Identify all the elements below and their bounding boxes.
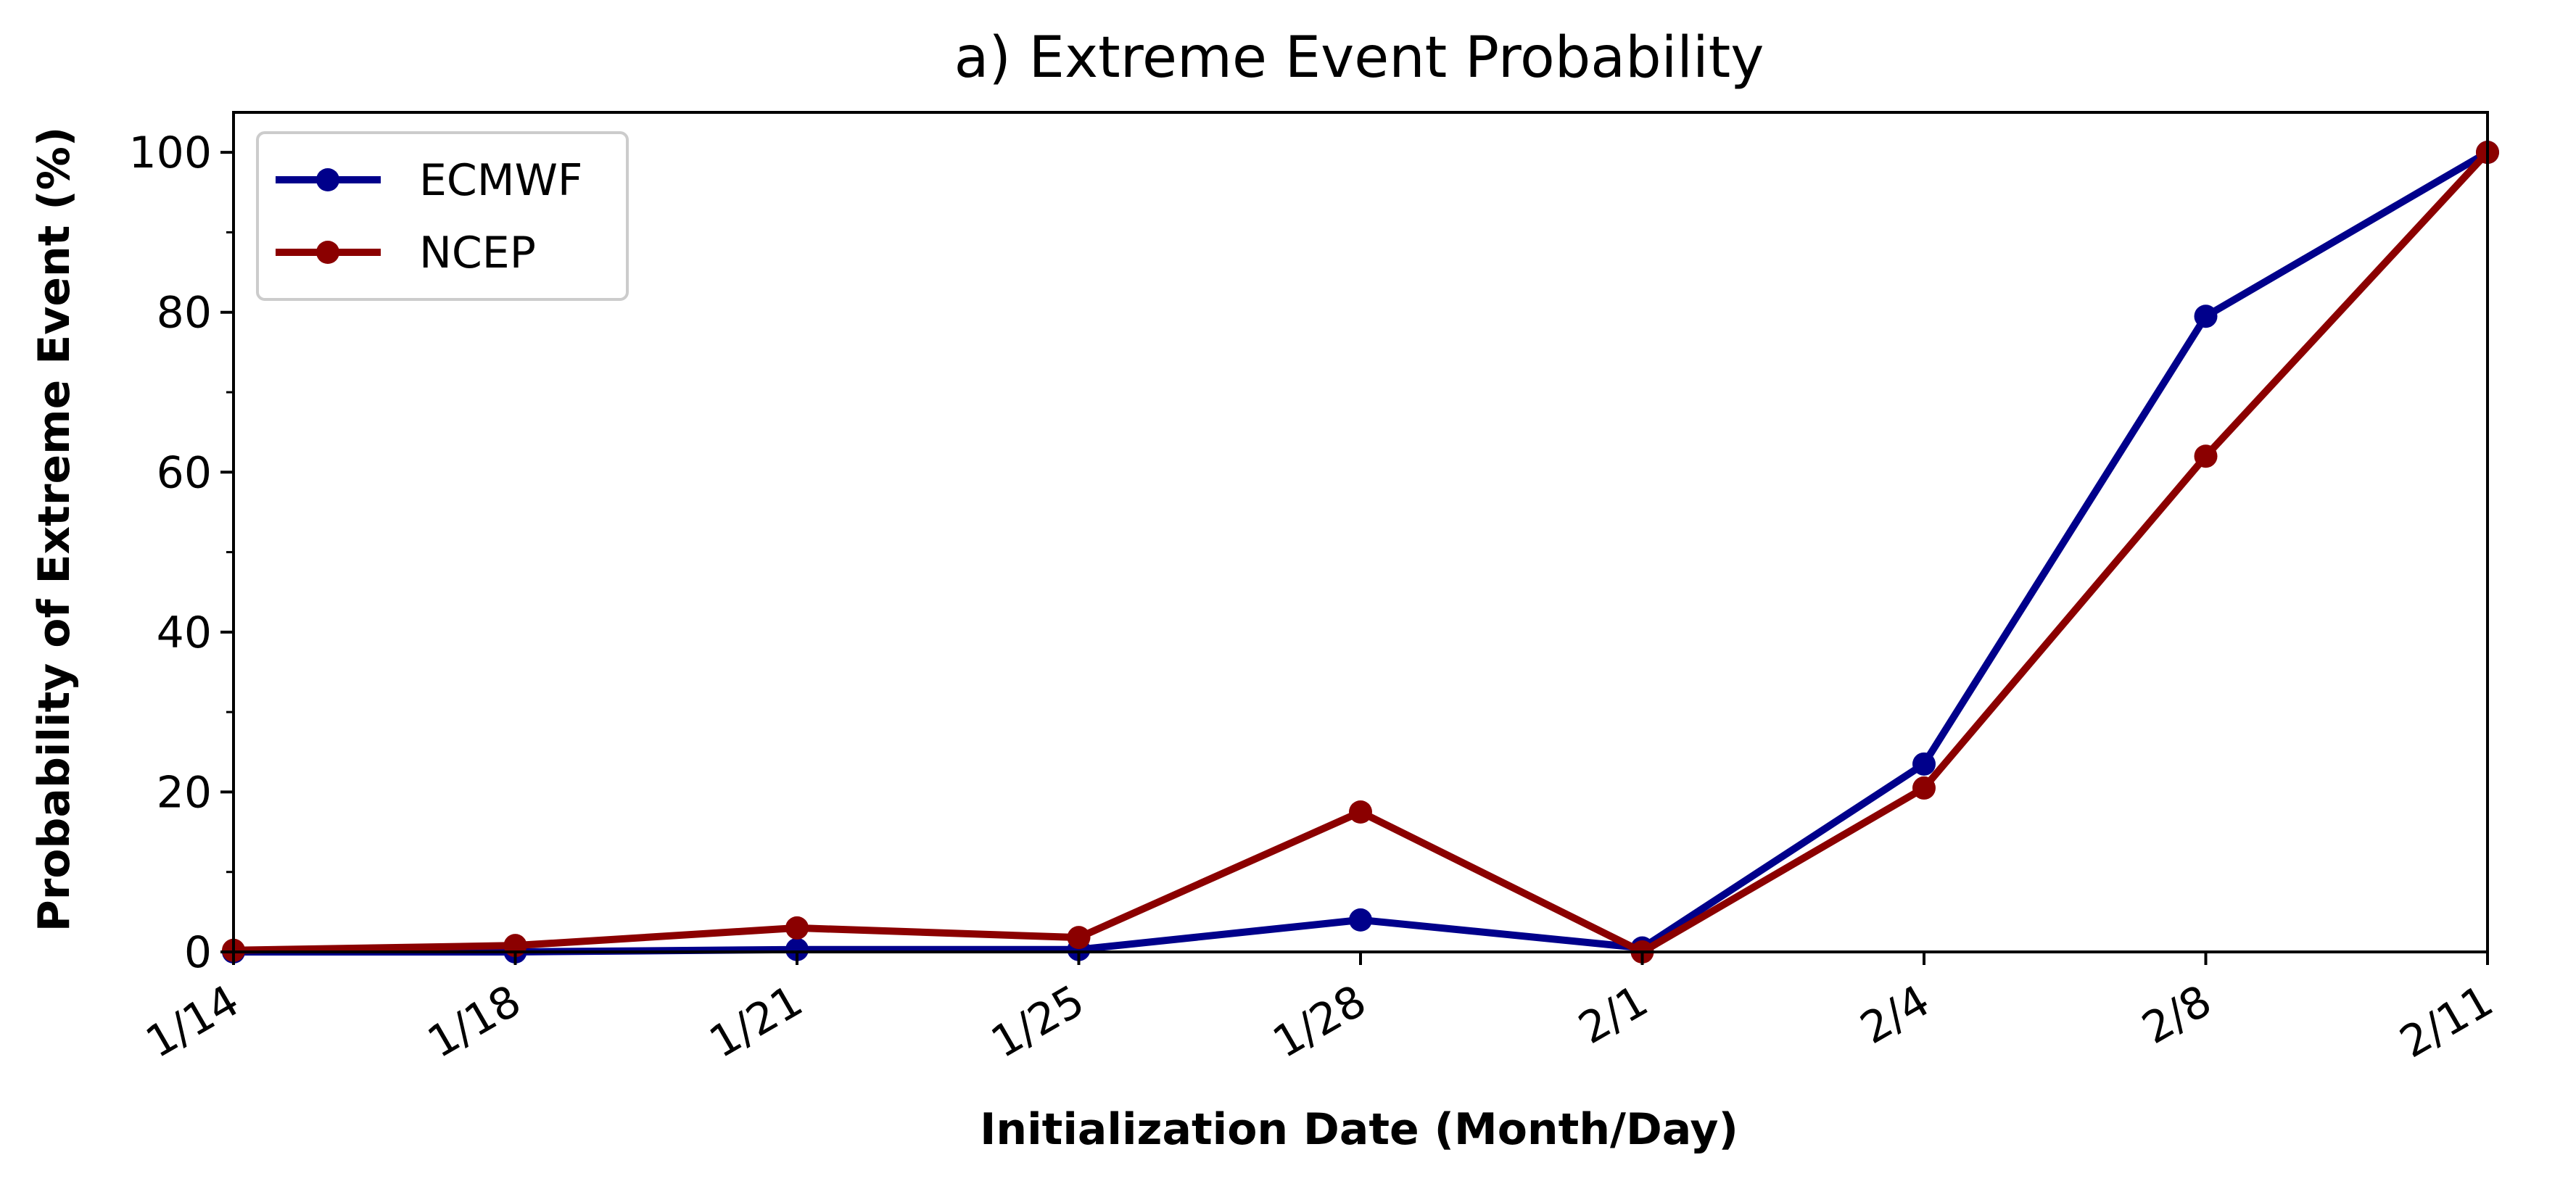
data-point	[785, 937, 809, 961]
y-tick-label: 0	[184, 927, 212, 978]
data-point	[785, 916, 809, 940]
data-point	[1912, 776, 1936, 800]
legend-label: NCEP	[419, 228, 536, 278]
x-axis-label: Initialization Date (Month/Day)	[980, 1104, 1738, 1155]
x-tick-label: 1/25	[983, 975, 1093, 1068]
y-tick-label: 100	[128, 128, 212, 178]
y-tick-label: 60	[157, 447, 212, 498]
legend-marker	[316, 168, 339, 191]
x-tick-label: 2/4	[1852, 975, 1939, 1054]
data-point	[1349, 800, 1372, 824]
x-tick-label: 1/14	[138, 975, 248, 1068]
chart-title: a) Extreme Event Probability	[954, 25, 1764, 91]
x-tick-label: 2/8	[2134, 975, 2220, 1054]
y-tick-label: 20	[157, 767, 212, 818]
data-point	[2194, 444, 2218, 468]
y-tick-label: 80	[157, 288, 212, 339]
y-axis-label: Probability of Extreme Event (%)	[29, 127, 80, 932]
data-point	[1349, 908, 1372, 932]
x-tick-label: 1/21	[701, 975, 812, 1068]
x-tick-label: 2/1	[1570, 975, 1656, 1054]
data-point	[1912, 752, 1936, 776]
x-tick-label: 1/28	[1265, 975, 1375, 1068]
x-tick-label: 1/18	[419, 975, 529, 1068]
y-tick-label: 40	[157, 608, 212, 658]
x-tick-label: 2/11	[2392, 975, 2502, 1068]
legend-label: ECMWF	[419, 155, 582, 206]
data-point	[1067, 926, 1091, 950]
legend: ECMWF NCEP	[256, 131, 629, 301]
data-point	[2194, 304, 2218, 328]
series-layer	[222, 141, 2499, 964]
legend-marker	[316, 241, 339, 264]
legend-box	[256, 131, 629, 301]
